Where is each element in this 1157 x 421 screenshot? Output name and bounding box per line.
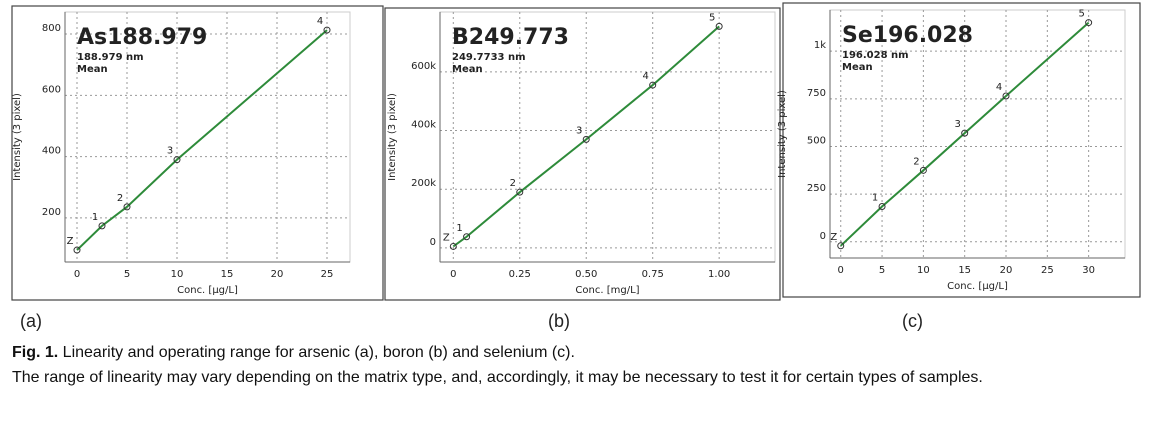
y-tick-label: 800: [42, 23, 61, 34]
y-tick-label: 600k: [411, 61, 436, 72]
x-tick-label: 0: [74, 269, 80, 280]
data-point: [449, 242, 457, 250]
data-point: [582, 135, 590, 143]
data-point: [837, 242, 845, 250]
x-tick-label: 30: [1082, 265, 1095, 276]
y-tick-label: 750: [807, 88, 826, 99]
x-tick-label: 5: [879, 265, 885, 276]
x-tick-label: 1.00: [708, 269, 730, 280]
chart-statistic: Mean: [77, 64, 108, 75]
chart-title: As188.979: [77, 25, 207, 50]
chart-statistic: Mean: [452, 64, 483, 75]
panel-frame: [384, 7, 781, 301]
data-point: [919, 166, 927, 174]
y-axis-label: Intensity (3 pixel): [12, 93, 23, 181]
caption-label: Fig. 1.: [12, 344, 59, 361]
chart-statistic: Mean: [842, 62, 873, 73]
x-tick-label: 0.25: [509, 269, 531, 280]
data-point: [173, 156, 181, 164]
panel-label: (c): [902, 311, 923, 331]
x-axis-label: Conc. [µg/L]: [177, 285, 238, 296]
chart-subtitle: 188.979 nm: [77, 52, 144, 63]
data-point: [323, 26, 331, 34]
x-tick-label: 20: [271, 269, 284, 280]
y-tick-label: 0: [430, 237, 436, 248]
y-axis-label: Intensity (3 pixel): [387, 93, 398, 181]
point-label: 2: [117, 193, 123, 204]
calibration-line: [76, 29, 328, 251]
data-point: [1002, 92, 1010, 100]
point-label: 3: [576, 125, 582, 136]
point-label: 4: [996, 82, 1002, 93]
panel-frame: [11, 5, 384, 301]
point-label: 1: [872, 193, 878, 204]
chart-subtitle: 249.7733 nm: [452, 52, 526, 63]
x-tick-label: 10: [171, 269, 184, 280]
data-point: [516, 188, 524, 196]
data-point: [878, 203, 886, 211]
y-tick-label: 1k: [814, 40, 826, 51]
point-label: 5: [709, 12, 715, 23]
caption-line: Fig. 1. Linearity and operating range fo…: [12, 340, 1147, 365]
caption-note: The range of linearity may vary dependin…: [12, 369, 983, 386]
point-label: Z: [443, 232, 450, 243]
y-tick-label: 500: [807, 135, 826, 146]
point-label: 5: [1078, 9, 1084, 20]
y-tick-label: 200k: [411, 178, 436, 189]
panel-label: (a): [20, 311, 42, 331]
point-label: Z: [67, 236, 74, 247]
x-tick-label: 15: [958, 265, 971, 276]
panel-frame: [782, 2, 1141, 298]
data-point: [961, 129, 969, 137]
point-label: 1: [456, 223, 462, 234]
data-point: [649, 81, 657, 89]
point-label: 4: [643, 71, 649, 82]
y-axis-label: Intensity (3 pixel): [777, 90, 788, 178]
data-point: [73, 246, 81, 254]
data-point: [463, 233, 471, 241]
data-point: [1085, 19, 1093, 27]
panel-label: (b): [548, 311, 570, 331]
x-tick-label: 0: [838, 265, 844, 276]
x-tick-label: 25: [1041, 265, 1054, 276]
x-axis-label: Conc. [µg/L]: [947, 281, 1008, 292]
data-point: [98, 222, 106, 230]
chart-title: B249.773: [452, 25, 569, 50]
caption-text: Linearity and operating range for arseni…: [58, 344, 575, 361]
y-tick-label: 0: [820, 231, 826, 242]
point-label: 3: [955, 119, 961, 130]
y-tick-label: 200: [42, 207, 61, 218]
chart-title: Se196.028: [842, 23, 973, 48]
point-label: Z: [830, 232, 837, 243]
caption: Fig. 1. Linearity and operating range fo…: [12, 340, 1147, 390]
x-tick-label: 0: [450, 269, 456, 280]
charts: 0 5 10 15 20 25200400600800Z1234As188.979188.…: [11, 2, 1141, 331]
x-tick-label: 0.75: [642, 269, 664, 280]
y-tick-label: 400k: [411, 120, 436, 131]
y-tick-label: 600: [42, 84, 61, 95]
point-label: 4: [317, 16, 323, 27]
point-label: 2: [913, 156, 919, 167]
calibration-line: [840, 21, 1090, 247]
data-point: [715, 22, 723, 30]
x-tick-label: 0.50: [575, 269, 597, 280]
point-label: 3: [167, 146, 173, 157]
data-point: [123, 203, 131, 211]
y-tick-label: 400: [42, 146, 61, 157]
point-label: 2: [510, 178, 516, 189]
x-tick-label: 10: [917, 265, 930, 276]
chart-subtitle: 196.028 nm: [842, 50, 909, 61]
point-label: 1: [92, 212, 98, 223]
plot-area: [64, 11, 351, 263]
x-axis-label: Conc. [mg/L]: [575, 285, 639, 296]
x-tick-label: 5: [124, 269, 130, 280]
x-tick-label: 25: [321, 269, 334, 280]
y-tick-label: 250: [807, 183, 826, 194]
x-tick-label: 20: [1000, 265, 1013, 276]
x-tick-label: 15: [221, 269, 234, 280]
